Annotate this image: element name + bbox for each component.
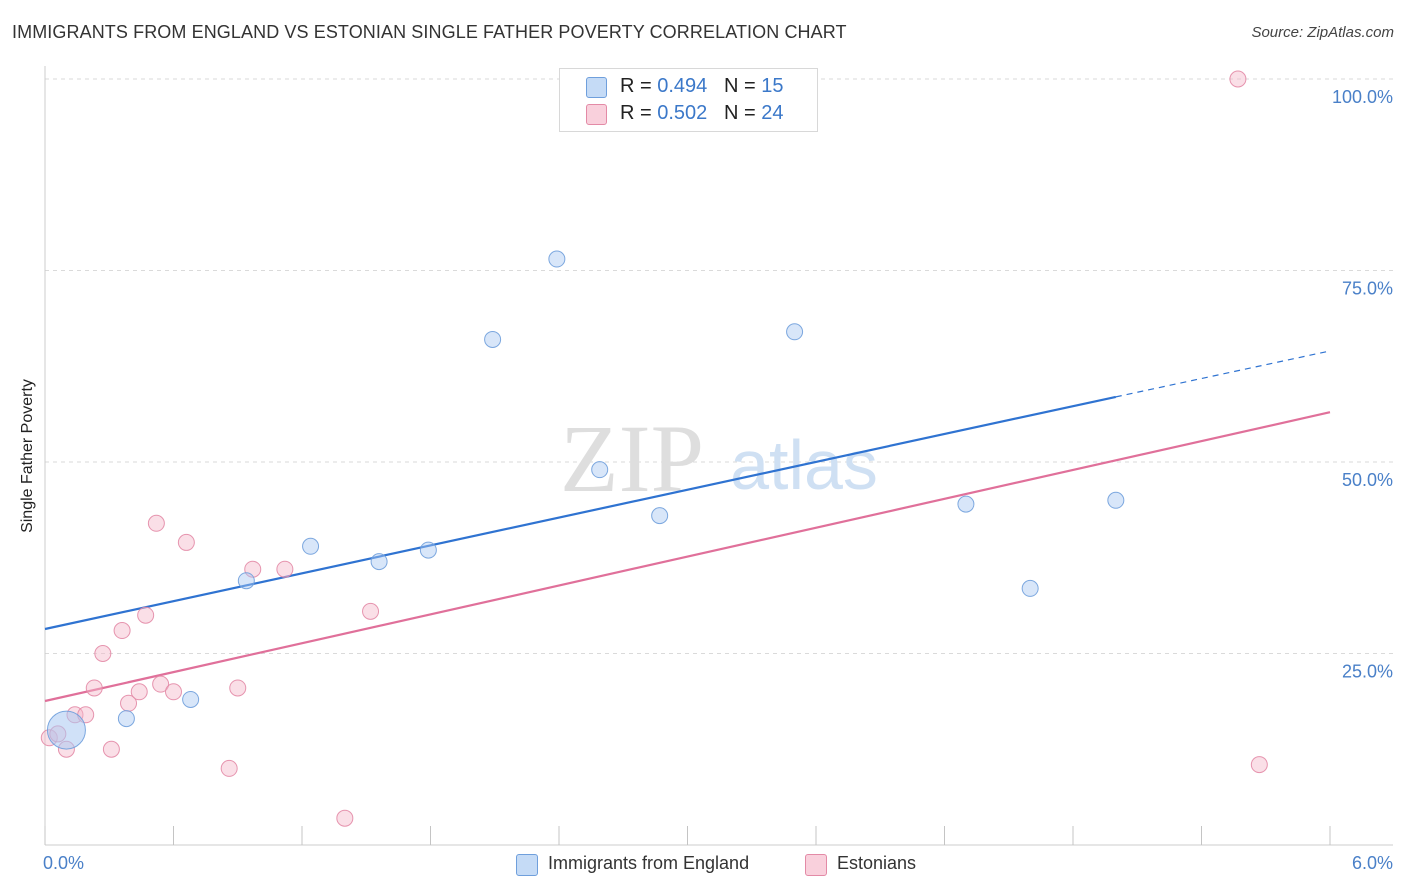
estonian-point bbox=[102, 740, 120, 758]
estonian-point bbox=[113, 622, 131, 640]
estonian-point bbox=[85, 679, 103, 697]
source-credit: Source: ZipAtlas.com bbox=[1251, 24, 1394, 41]
england-point bbox=[591, 461, 609, 479]
estonian-point bbox=[130, 683, 148, 701]
england-point bbox=[302, 537, 320, 555]
legend-text-estonians: R = 0.502 N = 24 bbox=[620, 102, 784, 124]
legend-swatch-england bbox=[586, 77, 607, 98]
estonian-point bbox=[165, 683, 182, 701]
england-point bbox=[957, 495, 975, 513]
england-point bbox=[548, 250, 566, 268]
england-point bbox=[786, 323, 804, 341]
england-point bbox=[1021, 579, 1039, 597]
england-point bbox=[117, 710, 135, 728]
england-point bbox=[419, 541, 437, 559]
legend-swatch-estonians bbox=[586, 104, 607, 125]
england-point bbox=[370, 553, 388, 571]
estonian-point bbox=[137, 606, 155, 624]
bottom-legend-swatch-estonians bbox=[805, 854, 827, 876]
chart-title: IMMIGRANTS FROM ENGLAND VS ESTONIAN SING… bbox=[12, 22, 847, 42]
estonian-point bbox=[1250, 756, 1268, 774]
england-point bbox=[182, 690, 200, 708]
estonian-point bbox=[147, 514, 165, 532]
y-tick-label: 25.0% bbox=[1342, 662, 1393, 682]
y-tick-label: 50.0% bbox=[1342, 470, 1393, 490]
estonian-point bbox=[362, 602, 380, 620]
estonian-point bbox=[94, 645, 112, 662]
y-tick-label: 100.0% bbox=[1332, 87, 1393, 107]
y-axis-label: Single Father Poverty bbox=[19, 379, 36, 533]
bottom-legend-swatch-england bbox=[516, 854, 538, 876]
y-tick-label: 75.0% bbox=[1342, 279, 1393, 299]
legend-text-england: R = 0.494 N = 15 bbox=[620, 75, 784, 97]
bottom-legend-label-england: Immigrants from England bbox=[548, 853, 750, 873]
england-point bbox=[46, 710, 86, 750]
estonian-point bbox=[336, 809, 354, 827]
england-point bbox=[1107, 491, 1125, 509]
x-tick-label: 0.0% bbox=[43, 853, 84, 873]
estonian-point bbox=[229, 679, 247, 697]
stats-legend: R = 0.494 N = 15 R = 0.502 N = 24 bbox=[559, 68, 818, 132]
estonian-point bbox=[177, 533, 195, 551]
england-trend-line bbox=[44, 395, 1117, 631]
watermark-zip: ZIP bbox=[560, 405, 704, 512]
estonian-point bbox=[152, 675, 170, 693]
estonian-point bbox=[276, 560, 294, 578]
bottom-legend-label-estonians: Estonians bbox=[837, 853, 917, 873]
x-tick-label: 6.0% bbox=[1352, 853, 1393, 873]
england-point bbox=[484, 330, 502, 348]
estonian-point bbox=[1229, 70, 1247, 88]
estonian-trend-line bbox=[44, 411, 1331, 703]
estonian-point bbox=[220, 759, 238, 777]
england-point bbox=[651, 507, 669, 525]
england-trend-extension bbox=[1115, 350, 1331, 398]
england-point bbox=[237, 572, 255, 590]
